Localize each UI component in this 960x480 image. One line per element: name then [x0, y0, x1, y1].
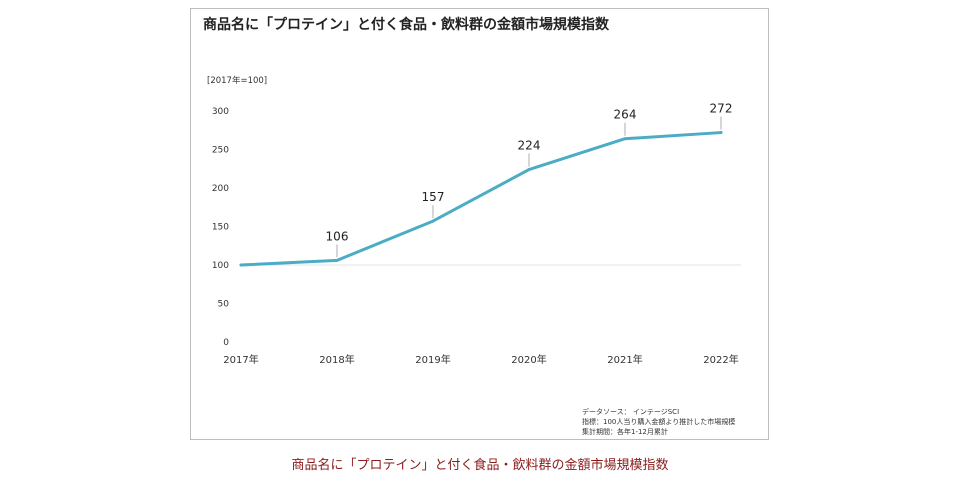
data-point [431, 219, 435, 223]
chart-title: 商品名に「プロテイン」と付く食品・飲料群の金額市場規模指数 [203, 17, 609, 33]
line-chart-plot: 0 50 100 150 200 250 300 2017年 2018年 2019年 2020年 20… [212, 102, 741, 366]
y-tick-label: 150 [212, 223, 229, 233]
data-point [527, 168, 531, 172]
source-line: データソース： インテージSCI [582, 408, 680, 416]
data-label: 106 [326, 229, 349, 243]
data-label: 272 [710, 102, 733, 116]
y-axis-unit-label: [2017年=100] [207, 76, 268, 86]
y-tick-label: 100 [212, 261, 229, 271]
x-tick-label: 2019年 [415, 353, 450, 366]
data-point [623, 137, 627, 141]
data-label: 264 [614, 108, 637, 122]
period-line: 集計期間：各年1-12月累計 [582, 428, 668, 436]
series-line [239, 131, 723, 267]
source-note: データソース： インテージSCI 指標：100人当り購入金額より推計した市場規模… [582, 407, 735, 437]
figure-caption: 商品名に「プロテイン」と付く食品・飲料群の金額市場規模指数 [291, 458, 669, 473]
data-label: 157 [422, 190, 445, 204]
data-point [335, 258, 339, 262]
x-tick-label: 2017年 [223, 353, 258, 366]
x-tick-label: 2022年 [703, 353, 738, 366]
y-tick-label: 50 [218, 300, 230, 310]
data-point [719, 131, 723, 135]
data-label: 224 [518, 139, 541, 153]
x-tick-label: 2021年 [607, 353, 642, 366]
x-tick-label: 2020年 [511, 353, 546, 366]
data-point [239, 263, 243, 267]
y-tick-label: 250 [212, 146, 229, 156]
chart-figure: 商品名に「プロテイン」と付く食品・飲料群の金額市場規模指数 [2017年=100… [190, 8, 769, 440]
y-tick-label: 0 [223, 338, 229, 348]
y-tick-label: 200 [212, 184, 229, 194]
x-tick-label: 2018年 [319, 353, 354, 366]
metric-line: 指標：100人当り購入金額より推計した市場規模 [582, 418, 736, 426]
y-tick-label: 300 [212, 107, 229, 117]
